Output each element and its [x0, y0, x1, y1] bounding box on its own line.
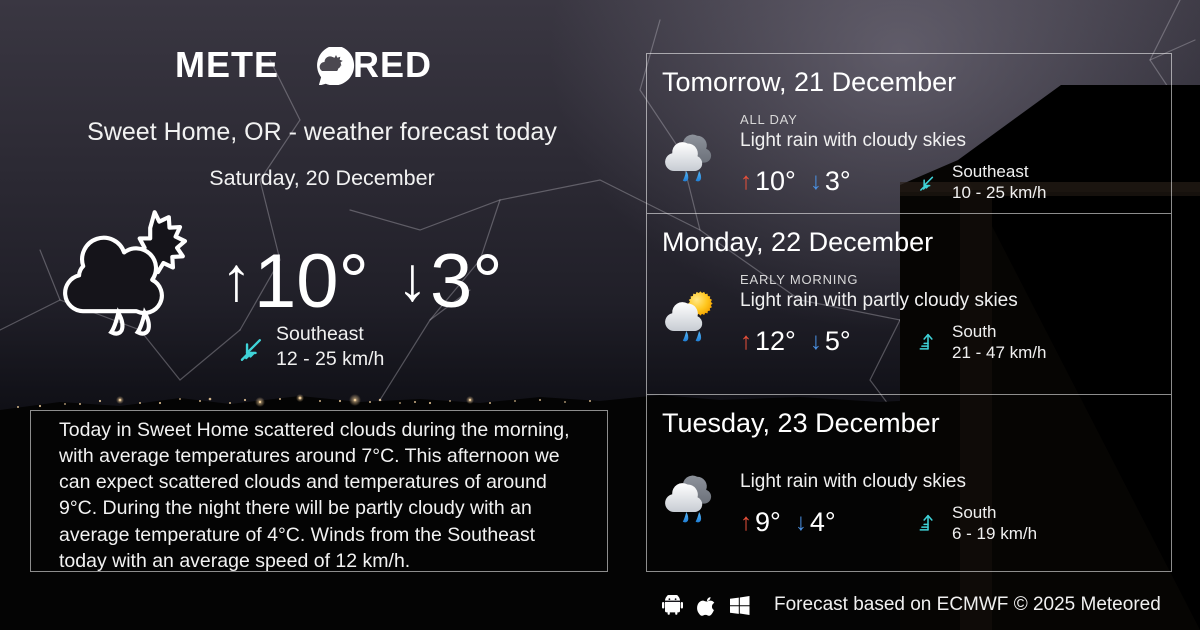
svg-text:METE: METE [175, 47, 279, 85]
svg-text:RED: RED [353, 47, 432, 85]
